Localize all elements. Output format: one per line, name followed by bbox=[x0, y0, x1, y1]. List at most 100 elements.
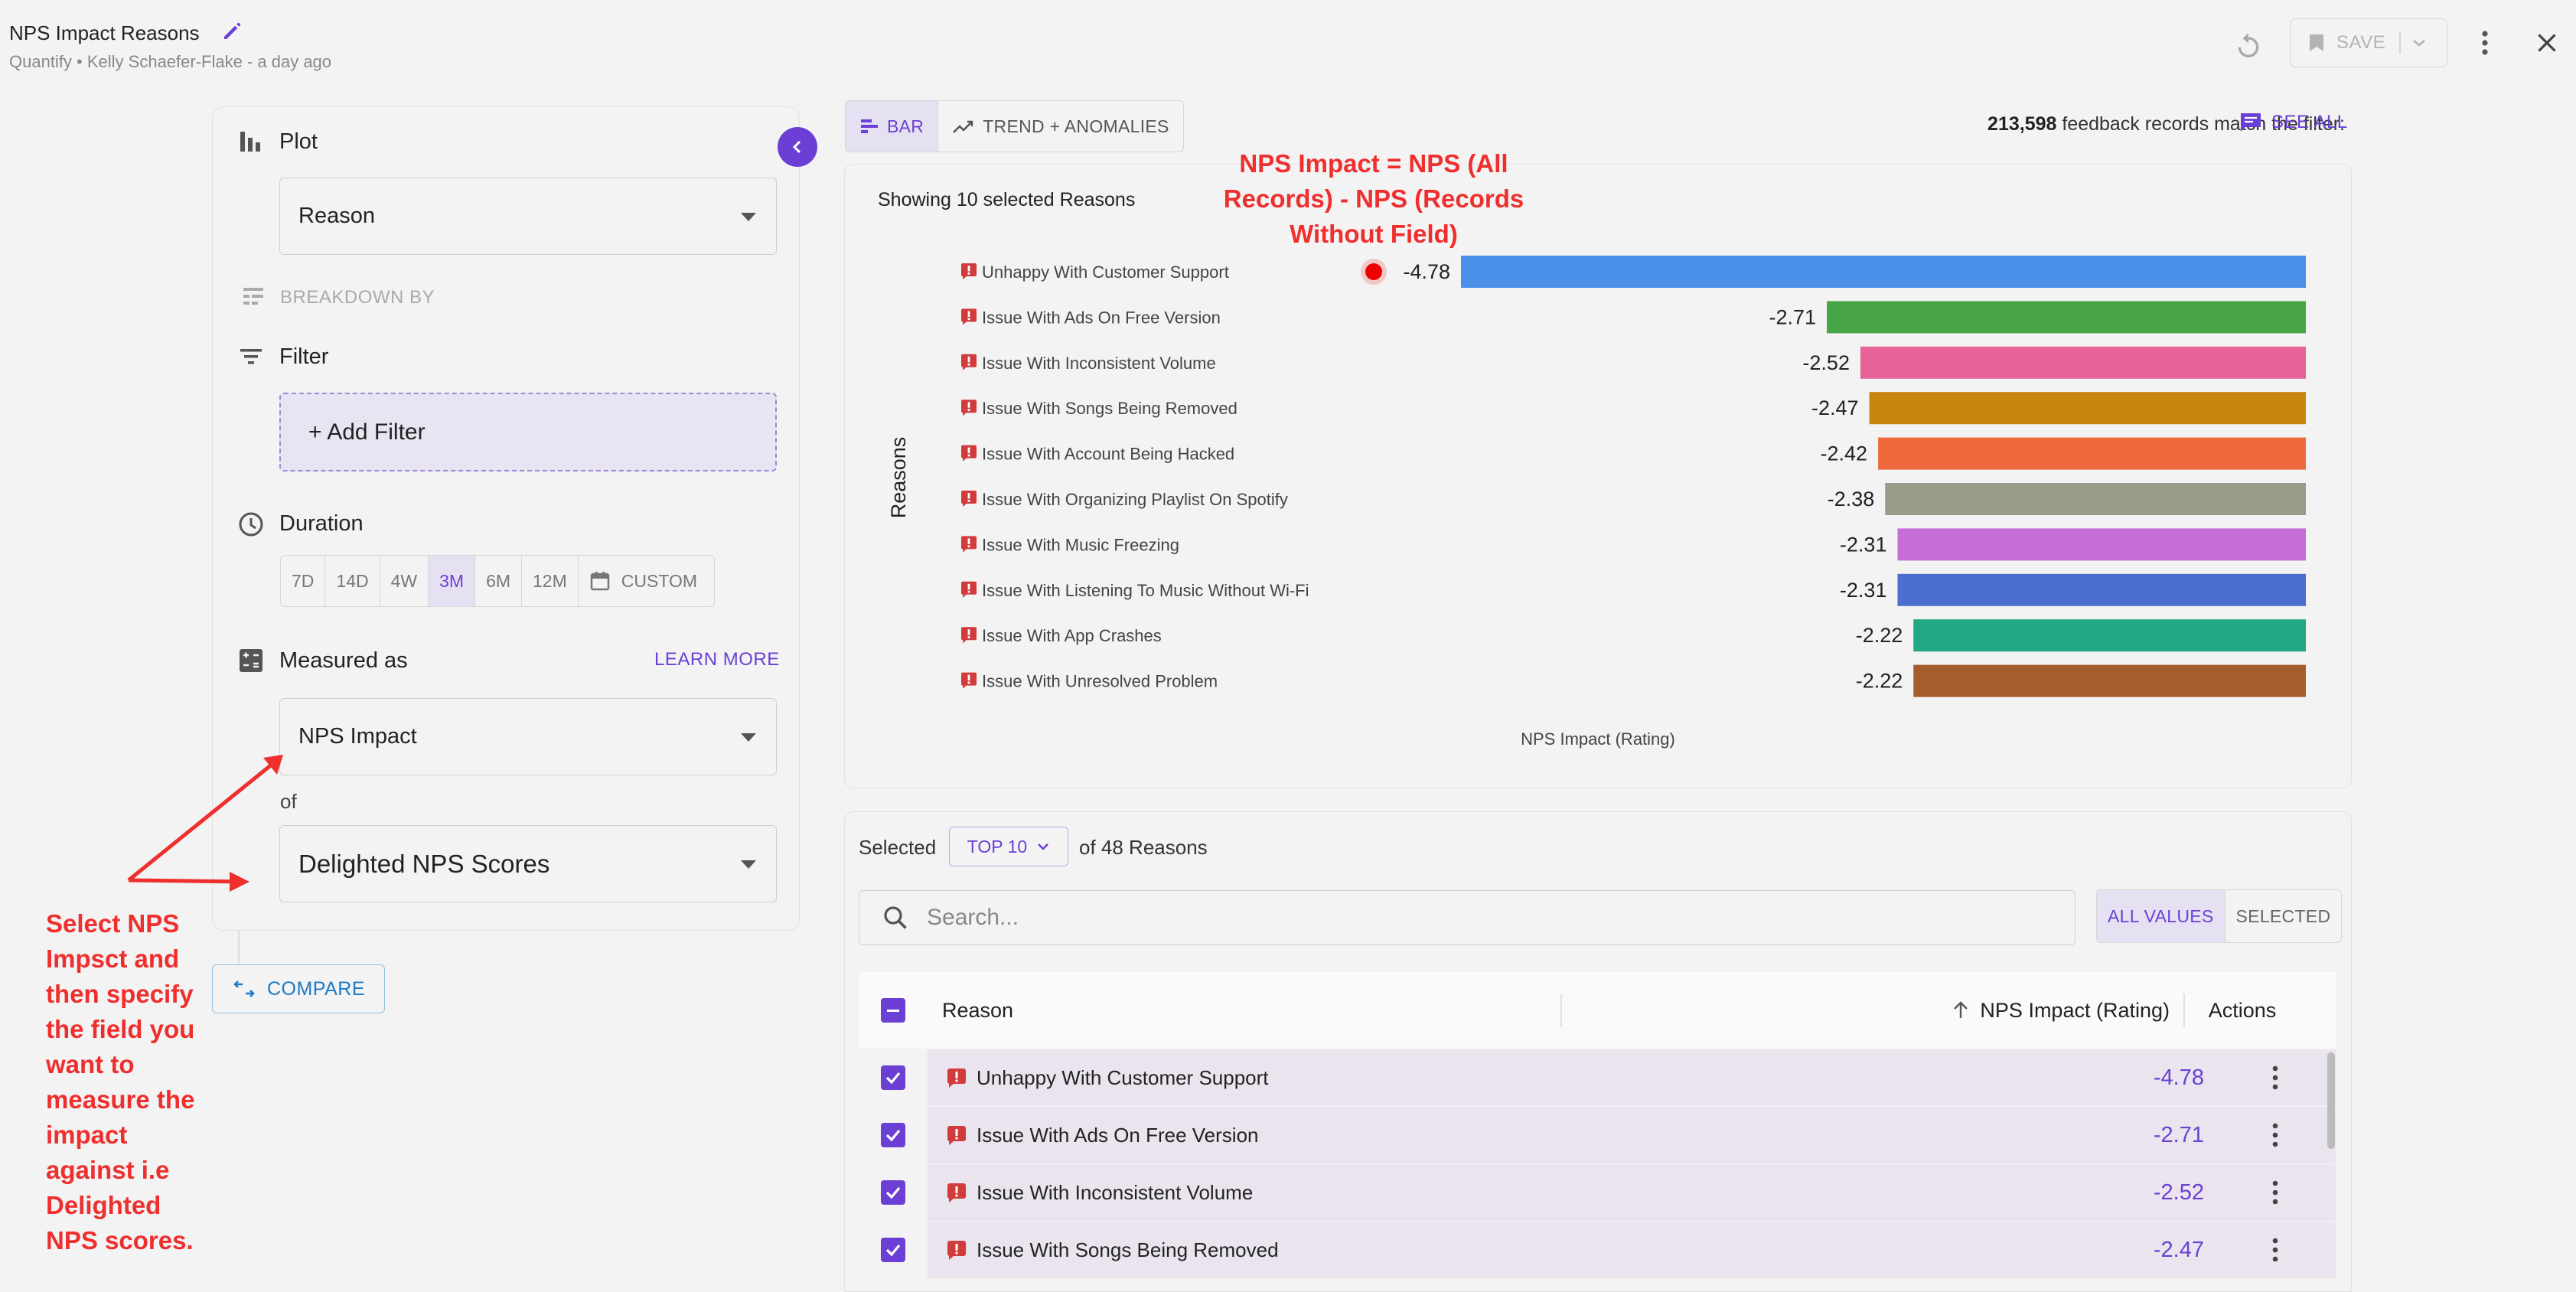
add-filter-button[interactable]: + Add Filter bbox=[279, 393, 777, 471]
row-actions-kebab-icon[interactable] bbox=[2271, 1236, 2279, 1264]
category-tick-label: Issue With Inconsistent Volume bbox=[982, 354, 1216, 373]
reason-name: Issue With Ads On Free Version bbox=[977, 1123, 1259, 1147]
bar[interactable] bbox=[1869, 392, 2306, 425]
row-checkbox[interactable] bbox=[881, 1065, 905, 1090]
bar[interactable] bbox=[1885, 483, 2306, 515]
trend-icon bbox=[953, 120, 973, 133]
column-value-label: NPS Impact (Rating) bbox=[1980, 998, 2170, 1022]
measure-select-value: NPS Impact bbox=[298, 724, 417, 749]
flag-alert-icon bbox=[947, 1126, 966, 1145]
chevron-down-icon bbox=[741, 860, 756, 869]
category-tick-label: Issue With Unresolved Problem bbox=[982, 672, 1218, 691]
search-input[interactable] bbox=[927, 905, 1998, 931]
annotation-callout: Select NPS Impsct and then specify the f… bbox=[46, 909, 195, 1254]
row-checkbox[interactable] bbox=[881, 1238, 905, 1262]
flag-alert-icon bbox=[961, 627, 977, 644]
flag-alert-icon bbox=[947, 1241, 966, 1260]
kebab-icon[interactable] bbox=[2473, 28, 2496, 58]
breakdown-by-button[interactable]: BREAKDOWN BY bbox=[280, 287, 435, 308]
reason-name: Issue With Songs Being Removed bbox=[977, 1238, 1279, 1261]
tab-bar[interactable]: BAR bbox=[846, 101, 939, 152]
row-actions-kebab-icon[interactable] bbox=[2271, 1179, 2279, 1206]
table-row[interactable]: Issue With Inconsistent Volume -2.52 bbox=[859, 1164, 2336, 1222]
row-actions-kebab-icon[interactable] bbox=[2271, 1064, 2279, 1091]
reason-cell: Unhappy With Customer Support bbox=[928, 1066, 1269, 1090]
reason-cell: Issue With Ads On Free Version bbox=[928, 1124, 1259, 1147]
flag-alert-icon bbox=[961, 536, 977, 553]
impact-value: -4.78 bbox=[2153, 1065, 2204, 1090]
category-tick-label: Issue With Account Being Hacked bbox=[982, 445, 1234, 464]
row-checkbox-cell bbox=[859, 1049, 928, 1106]
learn-more-link[interactable]: LEARN MORE bbox=[654, 649, 780, 670]
cursor-marker-halo bbox=[1361, 259, 1387, 285]
flag-alert-icon bbox=[961, 491, 977, 507]
measure-select[interactable]: NPS Impact bbox=[279, 698, 777, 775]
table-row[interactable]: Issue With Ads On Free Version -2.71 bbox=[859, 1107, 2336, 1164]
field-select[interactable]: Delighted NPS Scores bbox=[279, 825, 777, 902]
chevron-left-icon bbox=[792, 140, 801, 154]
see-all-label: SEE ALL bbox=[2271, 112, 2348, 132]
bar[interactable] bbox=[1860, 346, 2306, 379]
row-actions-kebab-icon[interactable] bbox=[2271, 1121, 2279, 1149]
chevron-down-icon bbox=[1038, 843, 1049, 850]
row-checkbox[interactable] bbox=[881, 1180, 905, 1205]
duration-12m[interactable]: 12M bbox=[522, 556, 579, 606]
category-tick-label: Issue With Listening To Music Without Wi… bbox=[982, 581, 1309, 600]
check-icon bbox=[885, 1244, 901, 1257]
filter-icon bbox=[240, 349, 262, 364]
top-n-dropdown[interactable]: TOP 10 bbox=[949, 827, 1068, 866]
duration-7d[interactable]: 7D bbox=[281, 556, 326, 606]
check-icon bbox=[885, 1072, 901, 1085]
collapse-panel-button[interactable] bbox=[778, 127, 817, 167]
category-tick-label: Issue With Ads On Free Version bbox=[982, 308, 1221, 327]
tab-trend[interactable]: TREND + ANOMALIES bbox=[938, 101, 1182, 152]
duration-custom[interactable]: CUSTOM bbox=[579, 556, 714, 606]
flag-alert-icon bbox=[961, 400, 977, 416]
divider bbox=[2399, 31, 2401, 54]
duration-14d[interactable]: 14D bbox=[325, 556, 380, 606]
chart-showing-label: Showing 10 selected Reasons bbox=[878, 189, 1136, 210]
bar[interactable] bbox=[1897, 528, 2306, 561]
select-all-checkbox[interactable] bbox=[881, 998, 905, 1023]
row-checkbox-cell bbox=[859, 1222, 928, 1278]
bar[interactable] bbox=[1461, 256, 2306, 288]
chevron-down-icon bbox=[741, 732, 756, 742]
plot-select[interactable]: Reason bbox=[279, 178, 777, 255]
table-row[interactable]: Issue With Songs Being Removed -2.47 bbox=[859, 1222, 2336, 1279]
selected-values-button[interactable]: SELECTED bbox=[2235, 905, 2331, 926]
table-row[interactable]: Unhappy With Customer Support -4.78 bbox=[859, 1049, 2336, 1107]
save-button[interactable]: SAVE bbox=[2290, 18, 2447, 67]
tab-trend-label: TREND + ANOMALIES bbox=[983, 116, 1169, 136]
comment-icon bbox=[2241, 113, 2261, 132]
duration-3m[interactable]: 3M bbox=[429, 556, 476, 606]
tab-bar-label: BAR bbox=[887, 116, 924, 136]
view-tabs: BAR TREND + ANOMALIES bbox=[845, 100, 1184, 152]
all-values-button[interactable]: ALL VALUES bbox=[2097, 890, 2225, 942]
undo-icon[interactable] bbox=[2233, 31, 2264, 61]
plot-select-value: Reason bbox=[298, 204, 375, 228]
y-axis-label: Reasons bbox=[887, 437, 910, 519]
bar-value-label: -2.22 bbox=[1856, 670, 1903, 693]
pencil-icon[interactable] bbox=[220, 20, 243, 43]
column-divider bbox=[1560, 993, 1562, 1027]
table-scrollbar[interactable] bbox=[2327, 1052, 2335, 1149]
row-checkbox-cell bbox=[859, 1107, 928, 1163]
reason-cell: Issue With Inconsistent Volume bbox=[928, 1181, 1253, 1205]
search-box bbox=[859, 890, 2075, 945]
duration-4w[interactable]: 4W bbox=[380, 556, 429, 606]
impact-value: -2.52 bbox=[2153, 1179, 2204, 1205]
compare-button[interactable]: COMPARE bbox=[212, 964, 385, 1013]
category-tick-label: Issue With Songs Being Removed bbox=[982, 399, 1237, 418]
see-all-link[interactable]: SEE ALL bbox=[2239, 112, 2348, 133]
bar[interactable] bbox=[1897, 573, 2306, 606]
close-icon[interactable] bbox=[2533, 29, 2561, 57]
flag-alert-icon bbox=[961, 581, 977, 598]
bar[interactable] bbox=[1913, 664, 2306, 697]
column-reason[interactable]: Reason bbox=[942, 998, 1014, 1022]
bar[interactable] bbox=[1827, 301, 2306, 334]
duration-6m[interactable]: 6M bbox=[475, 556, 523, 606]
row-checkbox[interactable] bbox=[881, 1123, 905, 1147]
bar[interactable] bbox=[1913, 619, 2306, 652]
bar[interactable] bbox=[1878, 437, 2306, 470]
column-value[interactable]: NPS Impact (Rating) bbox=[1562, 999, 2183, 1023]
